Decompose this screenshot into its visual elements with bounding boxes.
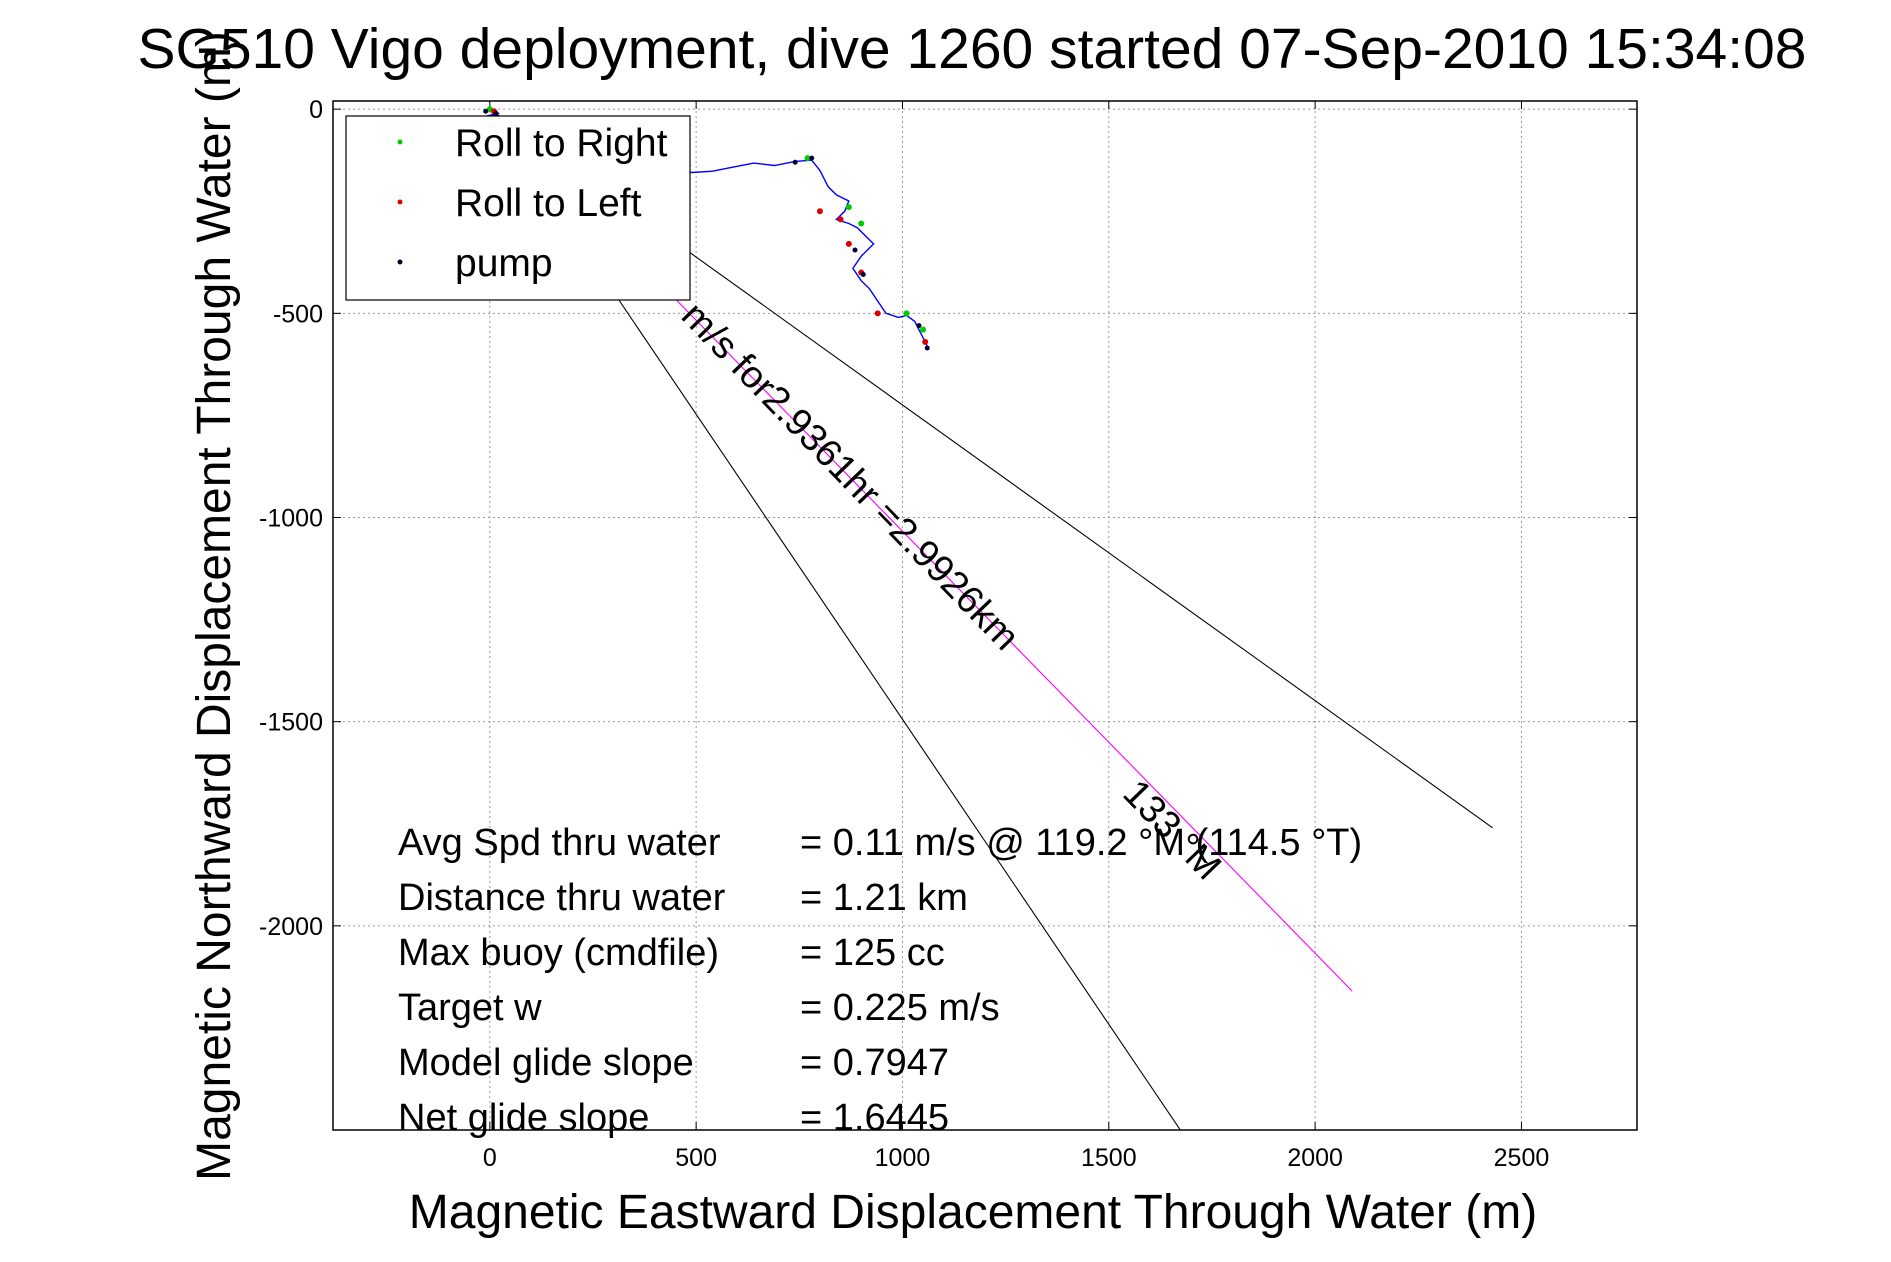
marker-roll-left xyxy=(837,216,844,223)
stat-label: Distance thru water xyxy=(398,877,726,919)
chart-title: SG510 Vigo deployment, dive 1260 started… xyxy=(138,17,1807,81)
y-axis-label: Magnetic Northward Displacement Through … xyxy=(188,31,241,1181)
legend-marker xyxy=(397,139,403,145)
y-tick-label: 0 xyxy=(309,96,323,124)
marker-roll-right xyxy=(845,204,852,211)
stat-value: = 0.11 m/s @ 119.2 °M (114.5 °T) xyxy=(800,822,1362,864)
stat-label: Net glide slope xyxy=(398,1097,649,1139)
marker-pump xyxy=(924,345,930,351)
x-tick-label: 1000 xyxy=(875,1144,931,1172)
legend-marker xyxy=(397,199,403,205)
x-axis-label: Magnetic Eastward Displacement Through W… xyxy=(409,1186,1537,1239)
marker-pump xyxy=(792,159,798,165)
marker-pump xyxy=(852,247,858,253)
marker-roll-right xyxy=(858,220,865,227)
y-tick-label: -2000 xyxy=(259,913,323,941)
marker-pump xyxy=(493,110,499,116)
marker-pump xyxy=(809,155,815,161)
marker-roll-right xyxy=(903,310,910,317)
marker-roll-left xyxy=(874,310,881,317)
track-markers xyxy=(483,106,930,351)
x-tick-label: 2000 xyxy=(1287,1144,1343,1172)
legend-label: pump xyxy=(455,242,553,285)
stat-value: = 1.6445 xyxy=(800,1097,949,1139)
stat-label: Model glide slope xyxy=(398,1042,694,1084)
stat-label: Target w xyxy=(398,987,542,1029)
legend-label: Roll to Left xyxy=(455,182,642,225)
y-tick-label: -1500 xyxy=(259,709,323,737)
legend-label: Roll to Right xyxy=(455,122,668,165)
legend-marker xyxy=(397,259,403,265)
marker-roll-left xyxy=(922,338,929,345)
legend-box xyxy=(345,115,691,301)
marker-roll-right xyxy=(920,326,927,333)
marker-pump xyxy=(916,323,922,329)
stat-value: = 0.225 m/s xyxy=(800,987,1000,1029)
marker-pump xyxy=(483,108,489,114)
y-tick-label: -500 xyxy=(273,300,323,328)
dive-stats: Avg Spd thru water = 0.11 m/s @ 119.2 °M … xyxy=(398,822,1362,1139)
x-tick-label: 2500 xyxy=(1494,1144,1550,1172)
plot-frame xyxy=(332,100,1638,1131)
stat-label: Avg Spd thru water xyxy=(398,822,721,864)
stat-label: Max buoy (cmdfile) xyxy=(398,932,719,974)
marker-roll-left xyxy=(845,240,852,247)
marker-pump xyxy=(860,272,866,278)
x-tick-label: 0 xyxy=(483,1144,497,1172)
y-tick-label: -1000 xyxy=(259,505,323,533)
x-axis-ticks: 0 500 1000 1500 2000 2500 xyxy=(483,101,1549,1172)
marker-roll-right xyxy=(804,155,811,162)
marker-roll-left xyxy=(816,208,823,215)
x-tick-label: 500 xyxy=(675,1144,717,1172)
stat-value: = 125 cc xyxy=(800,932,945,974)
stat-value: = 0.7947 xyxy=(800,1042,949,1084)
y-axis-ticks: 0 -500 -1000 -1500 -2000 xyxy=(259,96,1637,941)
legend: Roll to Right Roll to Left pump xyxy=(345,115,691,301)
x-tick-label: 1500 xyxy=(1081,1144,1137,1172)
stat-value: = 1.21 km xyxy=(800,877,968,919)
